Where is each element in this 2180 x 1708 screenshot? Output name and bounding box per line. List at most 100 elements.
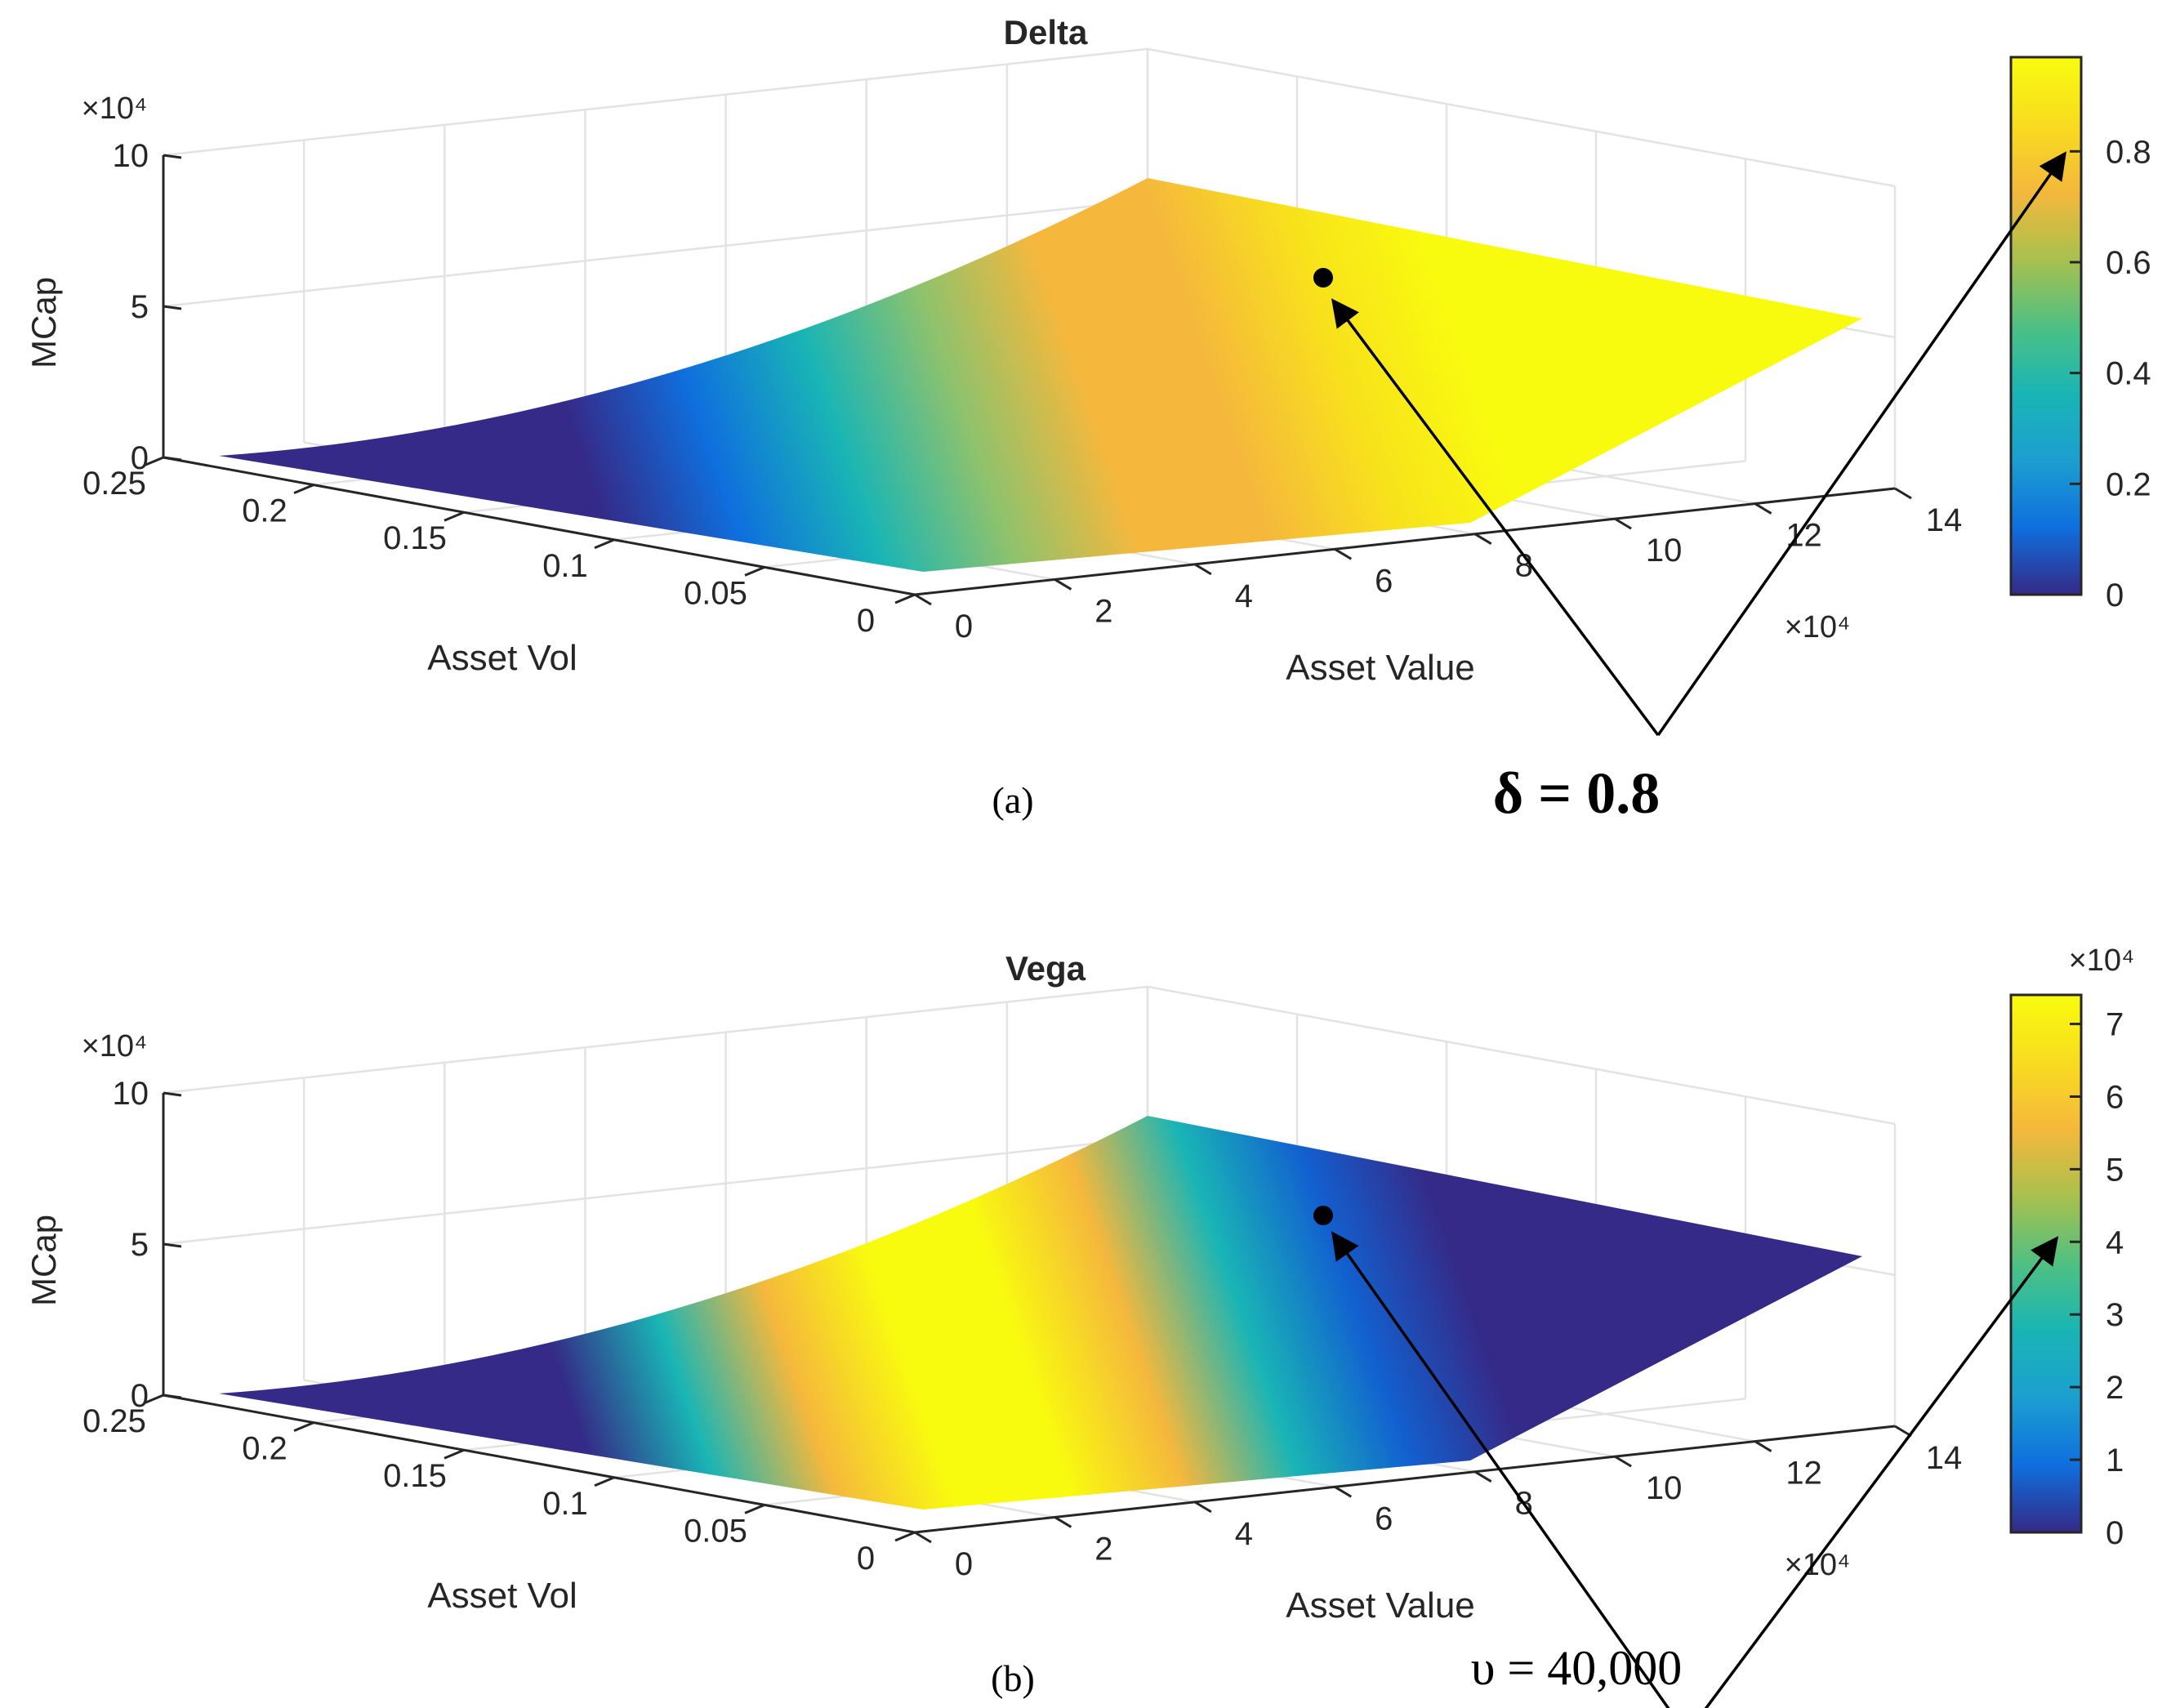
x-tick — [1054, 1516, 1072, 1528]
x-exponent: ×10⁴ — [1785, 1548, 1851, 1582]
gridline-back-z — [163, 47, 1148, 157]
gridline-side-z — [1147, 47, 1896, 188]
annotation-label: δ = 0.8 — [1493, 760, 1660, 826]
highlight-point — [1313, 268, 1333, 288]
y-tick-label: 0 — [857, 603, 875, 639]
x-tick — [1614, 1455, 1632, 1468]
x-tick — [914, 1531, 932, 1544]
x-tick — [1754, 502, 1772, 515]
arrow-to-point — [1331, 298, 1660, 737]
z-tick-label: 0 — [131, 1378, 149, 1414]
y-tick-label: 0.25 — [82, 1403, 146, 1439]
annotation-arrows — [1331, 1231, 2059, 1708]
z-tick-label: 5 — [131, 1227, 149, 1263]
panel-label: (b) — [991, 1657, 1035, 1699]
gridline-back-z — [163, 198, 1148, 308]
colorbar-tick-label: 0.4 — [2106, 356, 2151, 392]
x-exponent: ×10⁴ — [1785, 610, 1851, 644]
colorbar-tick-label: 0.8 — [2106, 134, 2151, 170]
x-tick — [1334, 1485, 1353, 1498]
z-tick-label: 5 — [131, 289, 149, 325]
annotation-arrows — [1331, 151, 2066, 737]
y-tick — [293, 1421, 314, 1432]
arrow-to-point — [1331, 1231, 1670, 1708]
y-tick — [594, 538, 615, 550]
x-tick — [1194, 563, 1212, 576]
z-exponent: ×10⁴ — [82, 91, 148, 126]
colorbar-tick-label: 0.2 — [2106, 466, 2151, 502]
colorbar-tick-label: 7 — [2106, 1007, 2124, 1043]
panel-label: (a) — [992, 779, 1033, 821]
colorbar-tick-label: 0 — [2106, 578, 2124, 613]
y-tick — [444, 511, 465, 522]
x-tick-label: 2 — [1094, 593, 1112, 629]
gridline-side-z — [1147, 985, 1896, 1126]
y-tick — [444, 1448, 465, 1460]
y-tick — [894, 593, 916, 604]
y-tick-label: 0.05 — [684, 1513, 747, 1549]
chart-title: Delta — [1004, 13, 1088, 51]
gridline-back-z — [163, 985, 1148, 1095]
x-tick — [1334, 547, 1353, 560]
x-axis-line — [914, 487, 1896, 596]
x-tick — [1054, 578, 1072, 591]
z-axis-label: MCap — [25, 1215, 63, 1306]
annotation-label: υ = 40,000 — [1471, 1641, 1683, 1695]
y-axis-line — [163, 456, 916, 596]
colorbar-tick-label: 2 — [2106, 1370, 2124, 1406]
surface — [219, 1116, 1862, 1510]
colorbar-tick-label: 0 — [2106, 1515, 2124, 1551]
y-tick — [894, 1531, 916, 1542]
y-tick — [143, 1394, 164, 1405]
y-tick-label: 0.05 — [684, 575, 747, 611]
colorbar-tick-label: 3 — [2106, 1297, 2124, 1333]
z-tick — [163, 305, 182, 310]
arrow-to-colorbar — [1704, 1236, 2059, 1708]
x-tick-label: 2 — [1094, 1531, 1112, 1567]
y-tick-label: 0.25 — [82, 466, 146, 502]
z-exponent: ×10⁴ — [82, 1029, 148, 1064]
panel-delta: 0 5 10 ×10⁴ MCap 0 0.05 0.1 0.15 0.2 0.25 Asset Vol… — [25, 13, 2151, 826]
axes — [143, 1091, 1912, 1544]
x-tick-label: 6 — [1375, 1501, 1393, 1536]
highlight-point — [1313, 1206, 1333, 1225]
y-tick-label: 0.2 — [242, 1431, 288, 1467]
arrow-to-colorbar — [1656, 151, 2066, 737]
z-tick — [163, 1242, 182, 1248]
y-tick-label: 0.15 — [383, 1458, 447, 1494]
x-tick — [1473, 1470, 1492, 1483]
z-tick — [163, 1091, 182, 1097]
x-tick — [1473, 533, 1492, 546]
x-tick-label: 6 — [1375, 563, 1393, 599]
x-tick-label: 0 — [955, 609, 973, 644]
colorbar — [2009, 56, 2083, 596]
y-tick — [143, 456, 164, 467]
gridline-back-z — [163, 1136, 1148, 1246]
colorbar-tick-label: 4 — [2106, 1224, 2124, 1260]
x-tick-label: 10 — [1646, 533, 1683, 569]
x-axis-label: Asset Value — [1286, 1585, 1475, 1625]
x-tick-label: 0 — [955, 1546, 973, 1582]
z-tick — [163, 456, 182, 462]
y-tick-label: 0.2 — [242, 493, 288, 529]
x-tick-label: 12 — [1785, 1456, 1822, 1492]
colorbar-tick-label: 1 — [2106, 1443, 2124, 1478]
surface — [219, 178, 1862, 572]
y-tick — [594, 1476, 615, 1487]
x-tick-label: 4 — [1235, 578, 1253, 614]
colorbar-tick-label: 6 — [2106, 1079, 2124, 1115]
y-axis-label: Asset Vol — [427, 1576, 577, 1616]
x-tick — [914, 593, 932, 606]
x-tick-label: 10 — [1646, 1470, 1683, 1506]
x-tick — [1894, 1425, 1912, 1438]
colorbar-exponent: ×10⁴ — [2069, 943, 2135, 978]
y-axis-label: Asset Vol — [427, 638, 577, 678]
x-axis-label: Asset Value — [1286, 648, 1475, 688]
x-tick-label: 14 — [1926, 502, 1963, 538]
axes — [143, 154, 1912, 606]
y-tick-label: 0.1 — [542, 1486, 588, 1522]
y-tick-label: 0.15 — [383, 520, 447, 556]
z-tick-label: 10 — [113, 1076, 149, 1112]
